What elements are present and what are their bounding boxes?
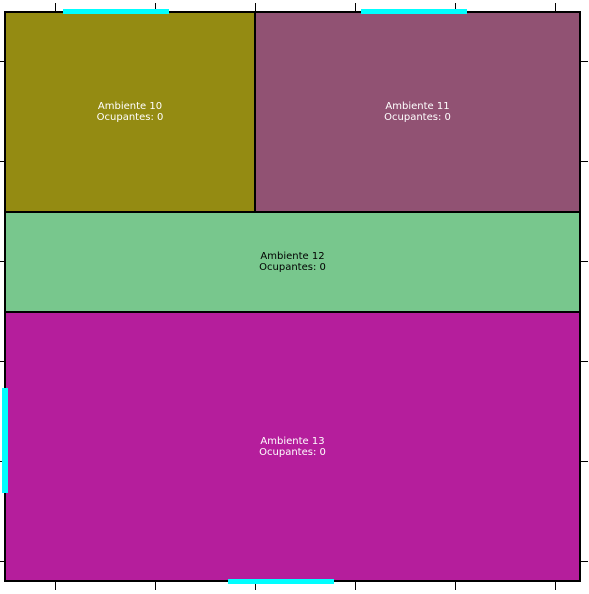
room-ambiente-12[interactable]: Ambiente 12 Ocupantes: 0 bbox=[4, 211, 581, 313]
tick-left bbox=[0, 561, 4, 562]
tick-left bbox=[0, 61, 4, 62]
tick-bottom bbox=[155, 582, 156, 590]
room-name: Ambiente 12 bbox=[260, 251, 325, 262]
tick-bottom bbox=[555, 582, 556, 590]
tick-top bbox=[555, 3, 556, 11]
room-occupants: Ocupantes: 0 bbox=[384, 112, 451, 123]
tick-bottom bbox=[255, 582, 256, 590]
room-name: Ambiente 11 bbox=[385, 101, 450, 112]
tick-right bbox=[581, 461, 588, 462]
tick-top bbox=[155, 3, 156, 11]
tick-left bbox=[0, 261, 4, 262]
tick-top bbox=[355, 3, 356, 11]
tick-top bbox=[255, 3, 256, 11]
room-ambiente-13[interactable]: Ambiente 13 Ocupantes: 0 bbox=[4, 311, 581, 582]
room-occupants: Ocupantes: 0 bbox=[259, 446, 326, 458]
door-left[interactable] bbox=[2, 388, 8, 493]
room-name: Ambiente 10 bbox=[97, 101, 163, 112]
door-bottom[interactable] bbox=[228, 579, 334, 584]
tick-bottom bbox=[455, 582, 456, 590]
tick-right bbox=[581, 61, 588, 62]
tick-right bbox=[581, 261, 588, 262]
tick-right bbox=[581, 361, 588, 362]
room-name: Ambiente 13 bbox=[260, 435, 325, 447]
room-occupants: Ocupantes: 0 bbox=[96, 112, 164, 123]
tick-left bbox=[0, 361, 4, 362]
room-ambiente-10[interactable]: Ambiente 10 Ocupantes: 0 bbox=[4, 11, 256, 213]
tick-right bbox=[581, 161, 588, 162]
tick-right bbox=[581, 561, 588, 562]
tick-left bbox=[0, 161, 4, 162]
door-top-left[interactable] bbox=[63, 9, 169, 14]
room-occupants: Ocupantes: 0 bbox=[259, 262, 326, 273]
door-top-right[interactable] bbox=[361, 9, 467, 14]
room-ambiente-11[interactable]: Ambiente 11 Ocupantes: 0 bbox=[254, 11, 581, 213]
tick-bottom bbox=[55, 582, 56, 590]
tick-top bbox=[55, 3, 56, 11]
tick-bottom bbox=[355, 582, 356, 590]
tick-top bbox=[455, 3, 456, 11]
